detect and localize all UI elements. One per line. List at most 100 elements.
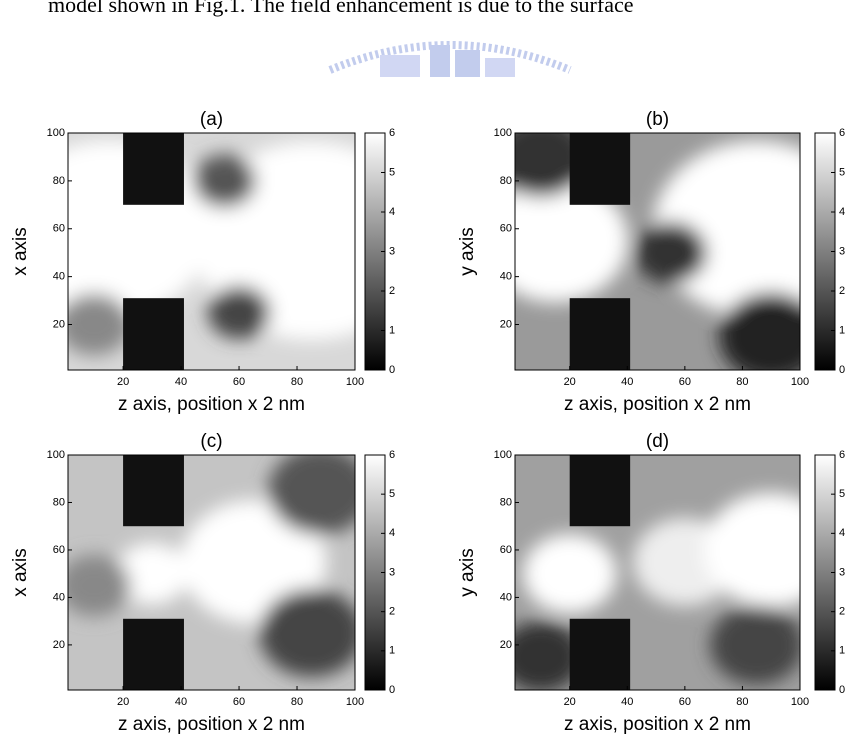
colorbar-tick-label: 3 <box>839 566 845 578</box>
panel-title: (c) <box>200 431 222 452</box>
colorbar-tick-label: 1 <box>389 645 395 657</box>
colorbar-tick-label: 4 <box>389 527 395 539</box>
colorbar-tick-label: 1 <box>389 324 395 336</box>
colorbar-tick-label: 6 <box>839 127 845 139</box>
colorbar-tick-label: 5 <box>839 166 845 178</box>
heatmap-blob <box>515 179 629 303</box>
y-tick-label: 20 <box>53 639 65 651</box>
block <box>123 618 184 690</box>
colorbar-tick-label: 5 <box>389 166 395 178</box>
y-tick-label: 100 <box>47 449 65 461</box>
y-axis-label: x axis <box>10 227 31 276</box>
colorbar-tick-label: 0 <box>389 364 395 376</box>
y-tick-label: 100 <box>494 449 512 461</box>
colorbar-tick-label: 2 <box>839 285 845 297</box>
y-tick-label: 100 <box>494 127 512 139</box>
colorbar-tick-label: 0 <box>389 684 395 696</box>
x-tick-label: 40 <box>621 696 633 708</box>
watermark-logo <box>328 41 572 77</box>
y-tick-label: 40 <box>53 591 65 603</box>
x-tick-label: 60 <box>679 376 691 388</box>
block <box>569 455 631 527</box>
block <box>123 298 184 370</box>
y-tick-label: 20 <box>500 639 512 651</box>
heatmap-texture <box>515 133 800 370</box>
x-tick-label: 100 <box>346 376 364 388</box>
heatmap-blob <box>68 293 131 356</box>
x-tick-label: 20 <box>564 376 576 388</box>
colorbar-tick-label: 6 <box>389 449 395 461</box>
heatmap-image <box>515 455 800 690</box>
x-axis-label: z axis, position x 2 nm <box>564 714 751 735</box>
x-axis-label: z axis, position x 2 nm <box>564 394 751 415</box>
heatmap-blob <box>268 455 355 535</box>
y-tick-label: 40 <box>53 271 65 283</box>
x-tick-label: 80 <box>736 376 748 388</box>
panel-title: (b) <box>646 109 669 130</box>
colorbar-tick-label: 3 <box>389 566 395 578</box>
heatmap-blob <box>634 221 707 284</box>
colorbar-tick-label: 4 <box>839 206 845 218</box>
colorbar-tick-label: 2 <box>389 285 395 297</box>
plot-frame <box>514 132 801 371</box>
y-axis-label: x axis <box>10 548 31 597</box>
heatmap-blob <box>207 286 271 339</box>
x-tick-label: 100 <box>346 696 364 708</box>
heatmap-image <box>68 133 355 370</box>
y-tick-label: 40 <box>500 591 512 603</box>
heatmap-image <box>68 455 355 690</box>
y-tick-label: 100 <box>47 127 65 139</box>
body-text: model shown in Fig.1. The field enhancem… <box>48 0 634 17</box>
colorbar-tick-label: 6 <box>839 449 845 461</box>
colorbar-tick-label: 3 <box>839 245 845 257</box>
x-tick-label: 40 <box>175 376 187 388</box>
colorbar-tick-label: 1 <box>839 645 845 657</box>
x-axis-label: z axis, position x 2 nm <box>118 714 305 735</box>
colorbar-tick-label: 3 <box>389 245 395 257</box>
x-tick-label: 20 <box>117 696 129 708</box>
plot-frame <box>67 454 356 691</box>
x-axis-label: z axis, position x 2 nm <box>118 394 305 415</box>
x-tick-label: 80 <box>736 696 748 708</box>
heatmap-blob <box>193 154 256 208</box>
block <box>569 298 631 370</box>
heatmap-blob <box>68 554 131 617</box>
colorbar-tick-label: 4 <box>839 527 845 539</box>
colorbar-tick-label: 5 <box>839 488 845 500</box>
y-tick-label: 60 <box>500 223 512 235</box>
y-tick-label: 80 <box>53 175 65 187</box>
x-tick-label: 80 <box>291 696 303 708</box>
colorbar-tick-label: 4 <box>389 206 395 218</box>
colorbar-tick-label: 1 <box>839 324 845 336</box>
y-tick-label: 20 <box>500 318 512 330</box>
colorbar-tick-label: 2 <box>389 606 395 618</box>
colorbar-tick-label: 5 <box>389 488 395 500</box>
x-tick-label: 20 <box>117 376 129 388</box>
heatmap-image <box>515 133 800 370</box>
heatmap-blob <box>710 605 800 685</box>
heatmap-blob <box>703 492 800 608</box>
colorbar-tick-label: 6 <box>389 127 395 139</box>
block <box>123 133 184 205</box>
colorbar-tick-label: 0 <box>839 364 845 376</box>
y-tick-label: 60 <box>53 223 65 235</box>
y-tick-label: 80 <box>500 496 512 508</box>
x-tick-label: 40 <box>621 376 633 388</box>
panel-title: (a) <box>200 109 223 130</box>
y-tick-label: 80 <box>500 175 512 187</box>
panel-title: (d) <box>646 431 669 452</box>
heatmap-blob <box>115 542 189 605</box>
x-tick-label: 40 <box>175 696 187 708</box>
heatmap-blob <box>259 589 355 678</box>
y-axis-label: y axis <box>457 227 478 276</box>
heatmap-blob <box>522 534 617 614</box>
x-tick-label: 80 <box>291 376 303 388</box>
x-tick-label: 100 <box>791 376 809 388</box>
heatmap-blob <box>515 133 588 197</box>
block <box>569 133 631 205</box>
x-tick-label: 60 <box>233 376 245 388</box>
